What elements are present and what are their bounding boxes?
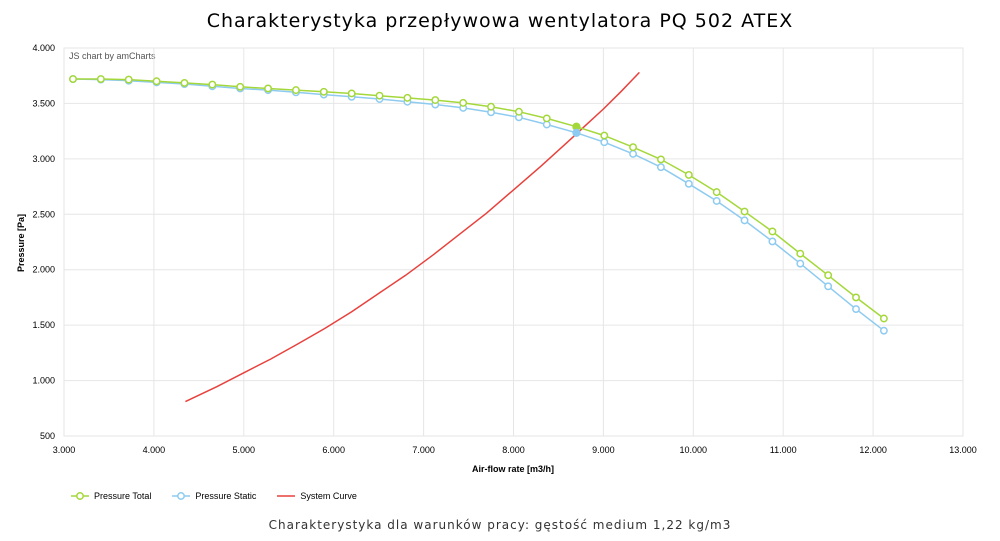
legend-item-pressure-total[interactable]: Pressure Total [70,491,151,501]
x-tick-label: 5.000 [233,445,256,455]
data-point-pressure-static[interactable] [600,138,609,147]
data-point-pressure-total[interactable] [712,188,721,197]
series-layer [69,71,888,403]
data-point-pressure-static[interactable] [656,163,665,172]
data-point-pressure-total[interactable] [403,93,412,102]
data-point-pressure-total[interactable] [96,75,105,83]
chart-footer-note: Charakterystyka dla warunków pracy: gęst… [268,518,732,532]
data-point-pressure-total[interactable] [347,89,356,98]
data-point-pressure-total[interactable] [796,249,805,258]
data-point-pressure-total[interactable] [264,84,273,93]
legend-label: System Curve [300,491,357,501]
y-tick-label: 2.500 [32,209,55,219]
data-point-pressure-total[interactable] [656,155,665,164]
y-tick-label: 3.500 [32,98,55,108]
data-point-pressure-total[interactable] [319,87,328,96]
y-axis-title: Pressure [Pa] [16,214,26,272]
y-tick-label: 2.000 [32,265,55,275]
legend-marker-pressure-static [172,492,191,500]
data-point-pressure-static[interactable] [684,179,693,188]
data-point-pressure-total[interactable] [180,78,189,87]
data-point-pressure-total[interactable] [740,207,749,216]
data-point-pressure-total[interactable] [375,91,384,100]
legend-marker-pressure-total [71,492,89,500]
data-point-pressure-static[interactable] [712,197,721,205]
data-point-pressure-total[interactable] [514,107,523,116]
x-tick-label: 9.000 [592,445,615,455]
data-point-pressure-total[interactable] [684,170,693,179]
legend-label: Pressure Total [94,491,152,501]
data-point-pressure-total[interactable] [600,131,609,140]
x-tick-label: 7.000 [412,445,435,455]
operating-point-static[interactable] [572,128,581,137]
x-tick-label: 13.000 [949,445,977,455]
legend-item-pressure-static[interactable]: Pressure Static [171,491,256,501]
grid-layer [63,47,964,437]
legend-label: Pressure Static [195,491,257,501]
data-point-pressure-total[interactable] [629,143,638,152]
x-axis-title: Air-flow rate [m3/h] [472,464,554,474]
data-point-pressure-total[interactable] [852,293,860,302]
data-point-pressure-static[interactable] [629,149,638,158]
data-point-pressure-total[interactable] [291,86,300,95]
axis-layer: 3.000 4.000 5.000 6.000 7.000 8.000 9.000 10.00… [32,43,976,455]
series-line-pressure-total[interactable] [73,78,885,320]
legend-item-system-curve[interactable]: System Curve [276,491,357,501]
y-tick-label: 1.500 [32,320,55,330]
data-point-pressure-total[interactable] [431,96,440,105]
data-point-pressure-static[interactable] [768,237,777,246]
data-point-pressure-total[interactable] [768,227,777,236]
data-point-pressure-total[interactable] [459,98,468,107]
data-point-pressure-total[interactable] [124,75,133,84]
x-tick-label: 4.000 [143,445,166,455]
data-point-pressure-total[interactable] [236,82,245,91]
y-tick-label: 500 [40,431,55,441]
y-tick-label: 1.000 [32,376,55,386]
x-tick-label: 11.000 [770,445,797,455]
chart-title: Charakterystyka przepływowa wentylatora … [206,10,794,32]
data-point-pressure-static[interactable] [796,259,805,268]
legend: Pressure Total Pressure Static System Cu… [70,491,357,501]
data-point-pressure-static[interactable] [852,305,860,314]
x-tick-label: 10.000 [680,445,708,455]
data-point-pressure-static[interactable] [740,216,749,225]
data-point-pressure-total[interactable] [824,271,833,280]
series-line-system-curve[interactable] [185,71,640,403]
y-tick-label: 3.000 [32,154,55,164]
data-point-pressure-total[interactable] [542,114,551,123]
data-point-pressure-total[interactable] [487,102,495,111]
series-line-pressure-static[interactable] [72,78,885,332]
y-tick-label: 4.000 [32,43,55,53]
data-point-pressure-static[interactable] [824,282,833,291]
amcharts-credit-link[interactable]: JS chart by amCharts [69,51,156,61]
x-tick-label: 6.000 [322,445,345,455]
x-tick-label: 3.000 [53,445,76,455]
data-point-pressure-total[interactable] [69,75,77,83]
data-point-pressure-total[interactable] [879,314,888,323]
data-point-pressure-total[interactable] [152,77,161,86]
data-point-pressure-static[interactable] [879,326,888,335]
x-tick-label: 8.000 [502,445,525,455]
data-point-pressure-total[interactable] [208,80,217,89]
legend-marker-system-curve [277,495,296,497]
x-tick-label: 12.000 [859,445,887,455]
